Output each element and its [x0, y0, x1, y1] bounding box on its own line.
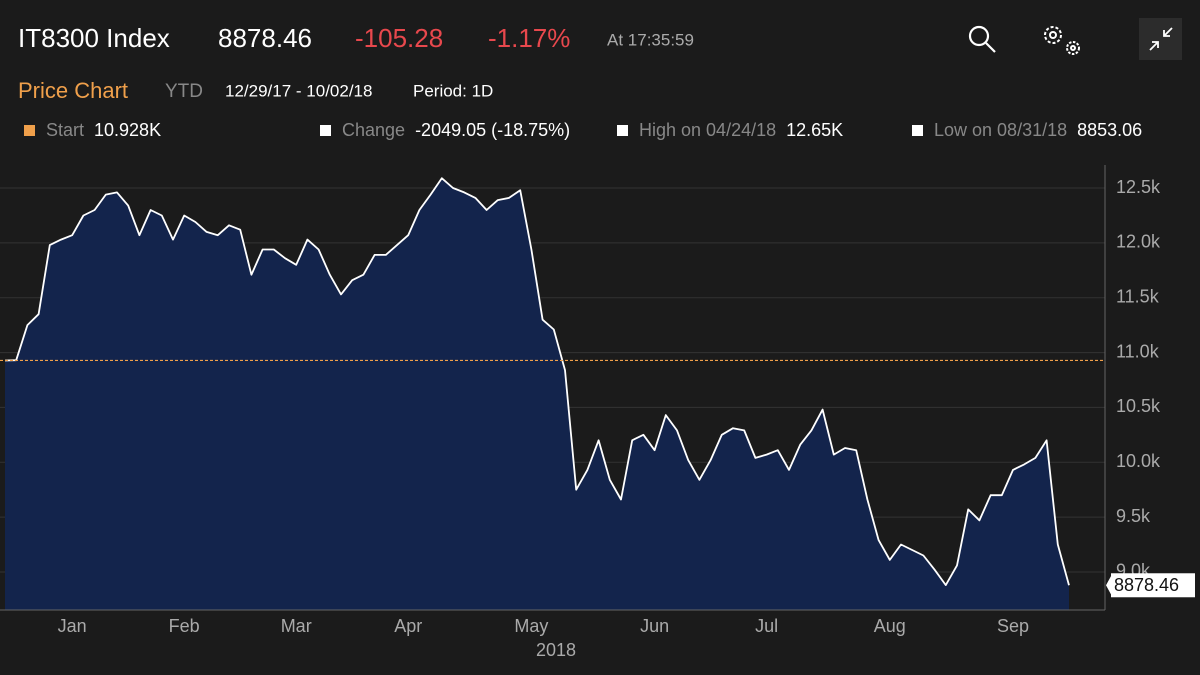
y-tick-label: 12.5k	[1116, 177, 1161, 197]
date-range: 12/29/17 - 10/02/18	[225, 81, 372, 100]
period[interactable]: Period: 1D	[413, 81, 493, 100]
legend-swatch	[617, 125, 628, 136]
legend-value: 8853.06	[1077, 120, 1142, 140]
x-tick-label: Aug	[874, 616, 906, 636]
legend-value: -2049.05 (-18.75%)	[415, 120, 570, 140]
x-tick-label: Feb	[169, 616, 200, 636]
y-tick-label: 9.5k	[1116, 506, 1151, 526]
area	[5, 178, 1069, 610]
y-tick-label: 10.0k	[1116, 451, 1161, 471]
range[interactable]: YTD	[165, 81, 203, 102]
x-tick-label: Apr	[394, 616, 422, 636]
x-axis-label: 2018	[536, 640, 576, 660]
legend-value: 10.928K	[94, 120, 161, 140]
last-value-label: 8878.46	[1114, 575, 1179, 595]
settings-icon[interactable]	[1044, 26, 1080, 55]
change: -105.28	[355, 23, 443, 53]
x-tick-label: Sep	[997, 616, 1029, 636]
x-tick-label: Jul	[755, 616, 778, 636]
x-tick-label: Jun	[640, 616, 669, 636]
section-title: Price Chart	[18, 78, 128, 103]
legend-swatch	[24, 125, 35, 136]
legend-name: Low on 08/31/18	[934, 120, 1067, 140]
price: 8878.46	[218, 23, 312, 53]
ticker: IT8300 Index	[18, 23, 170, 53]
y-tick-label: 10.5k	[1116, 396, 1161, 416]
legend-swatch	[320, 125, 331, 136]
legend-value: 12.65K	[786, 120, 843, 140]
line	[4, 177, 1070, 586]
y-tick-label: 11.0k	[1116, 341, 1160, 361]
change-pct: -1.17%	[488, 23, 570, 53]
legend-name: Start	[46, 120, 84, 140]
last-value-box	[1111, 573, 1195, 598]
last-value-pointer	[1106, 574, 1112, 597]
collapse-button[interactable]	[1139, 18, 1182, 60]
search-icon[interactable]	[968, 25, 996, 53]
y-tick-label: 12.0k	[1116, 232, 1161, 252]
x-tick-label: Jan	[58, 616, 87, 636]
x-tick-label: May	[514, 616, 548, 636]
time: At 17:35:59	[607, 30, 694, 49]
x-tick-label: Mar	[281, 616, 312, 636]
legend-name: Change	[342, 120, 405, 140]
legend-swatch	[912, 125, 923, 136]
y-tick-label: 11.5k	[1116, 286, 1160, 306]
legend-name: High on 04/24/18	[639, 120, 776, 140]
